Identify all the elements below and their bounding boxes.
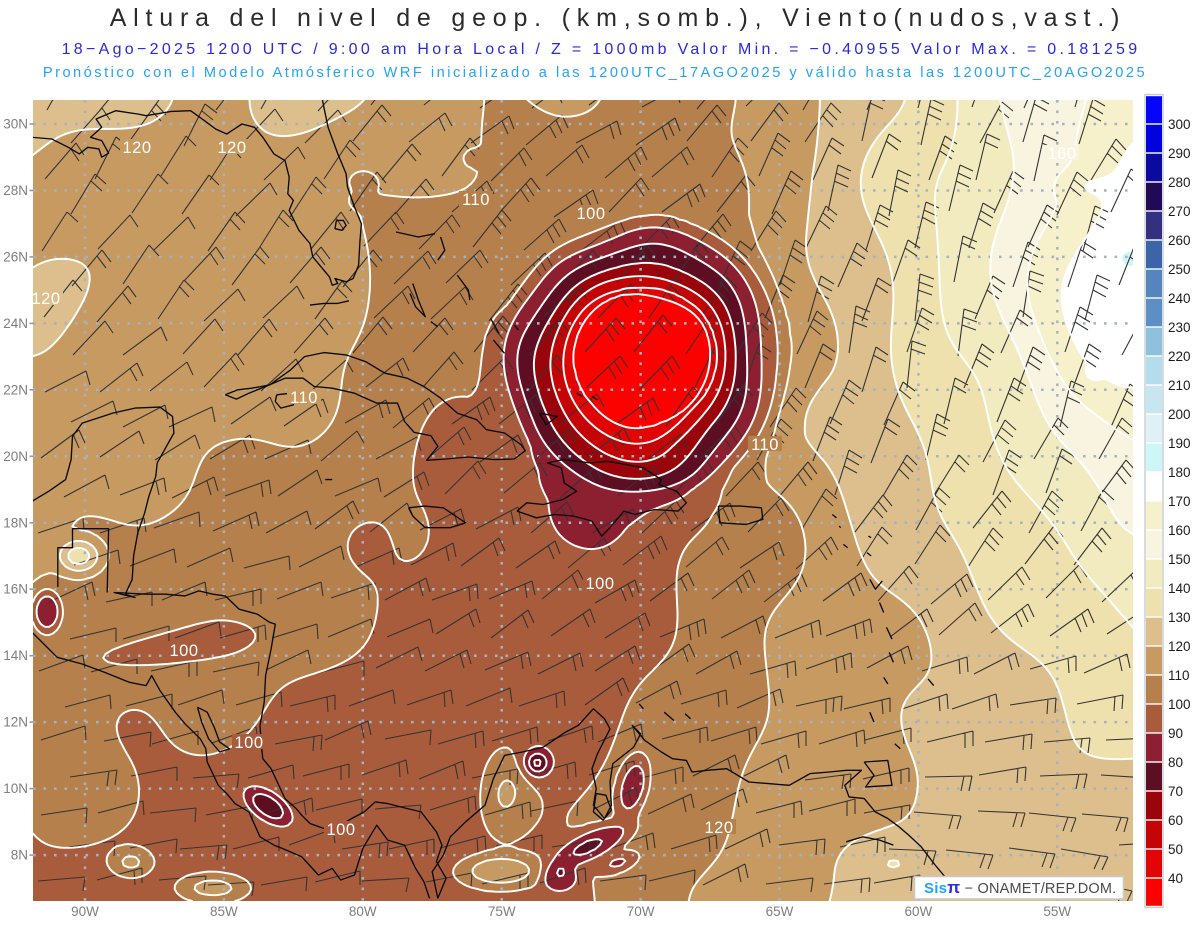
svg-text:110: 110: [290, 389, 318, 407]
svg-text:160: 160: [1047, 145, 1076, 163]
svg-text:120: 120: [1168, 639, 1191, 654]
svg-text:75W: 75W: [488, 904, 516, 919]
svg-text:16N: 16N: [3, 582, 28, 597]
svg-text:200: 200: [1168, 407, 1191, 422]
svg-text:18−Ago−2025 1200 UTC / 9:00 a: 18−Ago−2025 1200 UTC / 9:00 am Hora Loca…: [62, 41, 1141, 58]
svg-text:210: 210: [1168, 378, 1191, 393]
svg-text:110: 110: [1168, 668, 1190, 683]
svg-text:110: 110: [751, 436, 779, 454]
svg-text:85W: 85W: [210, 904, 238, 919]
svg-text:55W: 55W: [1043, 904, 1071, 919]
svg-text:300: 300: [1168, 117, 1191, 132]
svg-text:180: 180: [1168, 465, 1191, 480]
svg-text:Pronóstico con el Modelo Atmós: Pronóstico con el Modelo Atmósferico WRF…: [43, 65, 1147, 81]
svg-text:80W: 80W: [349, 904, 377, 919]
svg-text:70: 70: [1168, 784, 1183, 799]
svg-text:24N: 24N: [3, 316, 28, 331]
svg-text:18N: 18N: [3, 515, 28, 530]
svg-text:40: 40: [1168, 871, 1183, 886]
svg-text:20N: 20N: [3, 449, 28, 464]
svg-text:120: 120: [217, 139, 246, 157]
svg-text:120: 120: [704, 819, 733, 837]
svg-text:160: 160: [1168, 523, 1191, 538]
svg-text:250: 250: [1168, 262, 1191, 277]
svg-text:220: 220: [1168, 349, 1191, 364]
svg-text:100: 100: [234, 734, 263, 752]
svg-text:140: 140: [1168, 581, 1191, 596]
svg-text:28N: 28N: [3, 183, 28, 198]
svg-text:90W: 90W: [71, 904, 99, 919]
svg-text:100: 100: [169, 642, 198, 660]
svg-text:120: 120: [31, 290, 60, 308]
svg-text:190: 190: [1168, 436, 1191, 451]
svg-text:260: 260: [1168, 233, 1191, 248]
svg-text:230: 230: [1168, 320, 1191, 335]
svg-text:80: 80: [1168, 755, 1183, 770]
svg-text:100: 100: [576, 205, 605, 223]
svg-text:120: 120: [122, 139, 151, 157]
svg-text:100: 100: [1168, 697, 1191, 712]
svg-text:150: 150: [1168, 552, 1191, 567]
svg-text:280: 280: [1168, 175, 1191, 190]
svg-text:50: 50: [1168, 842, 1183, 857]
svg-text:270: 270: [1168, 204, 1191, 219]
svg-text:Altura del nivel de geop. (km,: Altura del nivel de geop. (km,somb.), Vi…: [110, 4, 1127, 32]
svg-text:100: 100: [585, 575, 614, 593]
svg-text:14N: 14N: [3, 648, 28, 663]
svg-text:Sisπ − ONAMET/REP.DOM.: Sisπ − ONAMET/REP.DOM.: [924, 878, 1116, 897]
svg-text:130: 130: [1168, 610, 1191, 625]
svg-text:60: 60: [1168, 813, 1183, 828]
svg-text:30N: 30N: [3, 117, 28, 132]
svg-text:240: 240: [1168, 291, 1191, 306]
svg-text:12N: 12N: [3, 715, 28, 730]
svg-text:70W: 70W: [627, 904, 655, 919]
svg-text:65W: 65W: [766, 904, 794, 919]
svg-text:290: 290: [1168, 146, 1191, 161]
svg-text:90: 90: [1168, 726, 1183, 741]
svg-text:60W: 60W: [905, 904, 933, 919]
svg-text:110: 110: [462, 191, 490, 209]
svg-text:8N: 8N: [11, 848, 28, 863]
svg-text:26N: 26N: [3, 249, 28, 264]
svg-text:22N: 22N: [3, 382, 28, 397]
svg-text:170: 170: [1168, 494, 1191, 509]
svg-text:100: 100: [326, 821, 355, 839]
svg-text:10N: 10N: [3, 781, 28, 796]
